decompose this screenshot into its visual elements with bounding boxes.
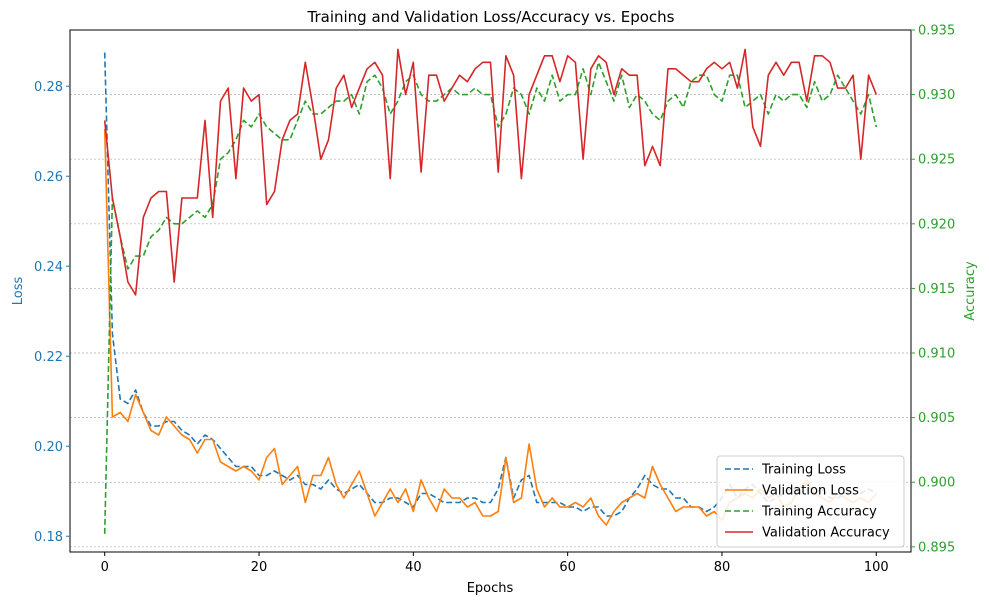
y-left-tick-label: 0.26 [34,170,63,185]
y-axis-left: 0.18 0.20 0.22 0.24 0.26 0.28 [34,80,70,545]
x-tick-label: 60 [559,560,576,575]
y-right-tick-label: 0.925 [918,153,955,168]
x-tick-label: 0 [101,560,109,575]
y-left-tick-label: 0.28 [34,80,63,95]
chart-title: Training and Validation Loss/Accuracy vs… [307,8,675,26]
legend-label: Validation Accuracy [762,526,890,541]
x-tick-label: 40 [405,560,422,575]
y-axis-right: 0.895 0.900 0.905 0.910 0.915 0.920 0.925 0.930… [911,24,955,555]
y-right-tick-label: 0.895 [918,540,955,555]
legend-box [716,455,905,548]
x-tick-label: 80 [714,560,731,575]
y-right-tick-label: 0.930 [918,88,955,103]
y-axis-left-title: Loss [11,277,26,306]
legend: Training Loss Validation Loss Training Acc… [716,455,905,548]
y-right-tick-label: 0.915 [918,282,955,297]
y-right-tick-label: 0.905 [918,411,955,426]
y-right-tick-label: 0.900 [918,476,955,491]
legend-label: Training Accuracy [761,505,877,520]
validation-accuracy-line [103,48,878,296]
plot-frame [69,29,912,553]
x-tick-label: 20 [251,560,268,575]
y-left-tick-label: 0.24 [34,260,63,275]
y-right-tick-label: 0.910 [918,347,955,362]
y-left-tick-label: 0.20 [34,440,63,455]
legend-label: Validation Loss [762,484,859,499]
y-left-tick-label: 0.18 [34,530,63,545]
y-right-tick-label: 0.920 [918,217,955,232]
x-tick-label: 100 [864,560,889,575]
legend-label: Training Loss [761,463,846,478]
y-right-tick-label: 0.935 [918,24,955,39]
x-axis: 0 20 40 60 80 100 [101,552,889,575]
x-axis-title: Epochs [467,581,514,596]
y-left-tick-label: 0.22 [34,350,63,365]
y-axis-right-title: Accuracy [963,261,978,321]
